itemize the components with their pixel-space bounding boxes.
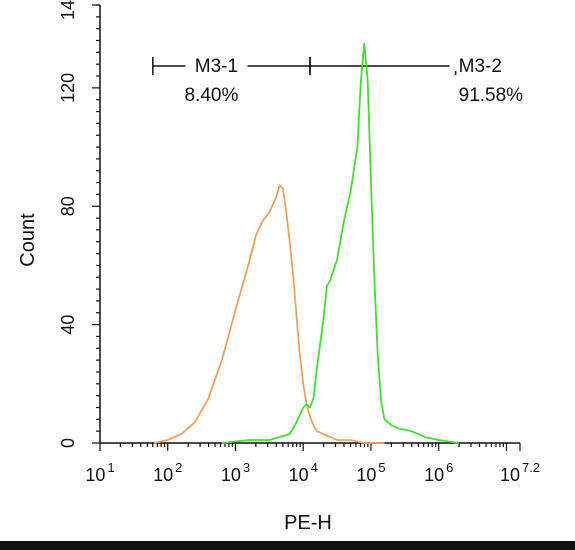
x-tick-label: 10 1	[85, 460, 114, 485]
gate-markers: M3-1 8.40% M3-2 91.58%	[152, 51, 524, 106]
x-tick-label: 10 7.2	[500, 460, 540, 485]
x-axis-title: PE-H	[284, 512, 332, 534]
gate-name-label: M3-1	[195, 56, 238, 77]
series-line-1	[154, 184, 385, 444]
gate-name-label: M3-2	[459, 56, 502, 77]
gate-percent-label: 91.58%	[459, 85, 524, 106]
y-tick-label: 120	[58, 73, 78, 103]
y-tick-label: 0	[58, 438, 78, 448]
x-tick-label: 10 5	[356, 460, 385, 485]
bottom-border	[0, 541, 575, 550]
y-tick-label: 40	[58, 315, 78, 335]
histogram-series	[154, 42, 460, 444]
gate-percent-label: 8.40%	[184, 85, 238, 106]
series-line-2	[221, 42, 460, 444]
y-axis-title: Count	[17, 213, 39, 267]
gate-label-bg	[185, 51, 248, 71]
gate-label-bg	[449, 51, 512, 71]
y-tick-label: 80	[58, 196, 78, 216]
x-tick-label: 10 6	[424, 460, 453, 485]
x-tick-label: 10 3	[221, 460, 250, 485]
x-tick-label: 10 2	[153, 460, 182, 485]
x-tick-label: 10 4	[289, 460, 318, 485]
axes: 0 40 80 120 148 10 1 10 2 10 3 10 4 10 5 10 6 10 7.2	[58, 0, 540, 485]
y-tick-label: 148	[58, 0, 78, 20]
